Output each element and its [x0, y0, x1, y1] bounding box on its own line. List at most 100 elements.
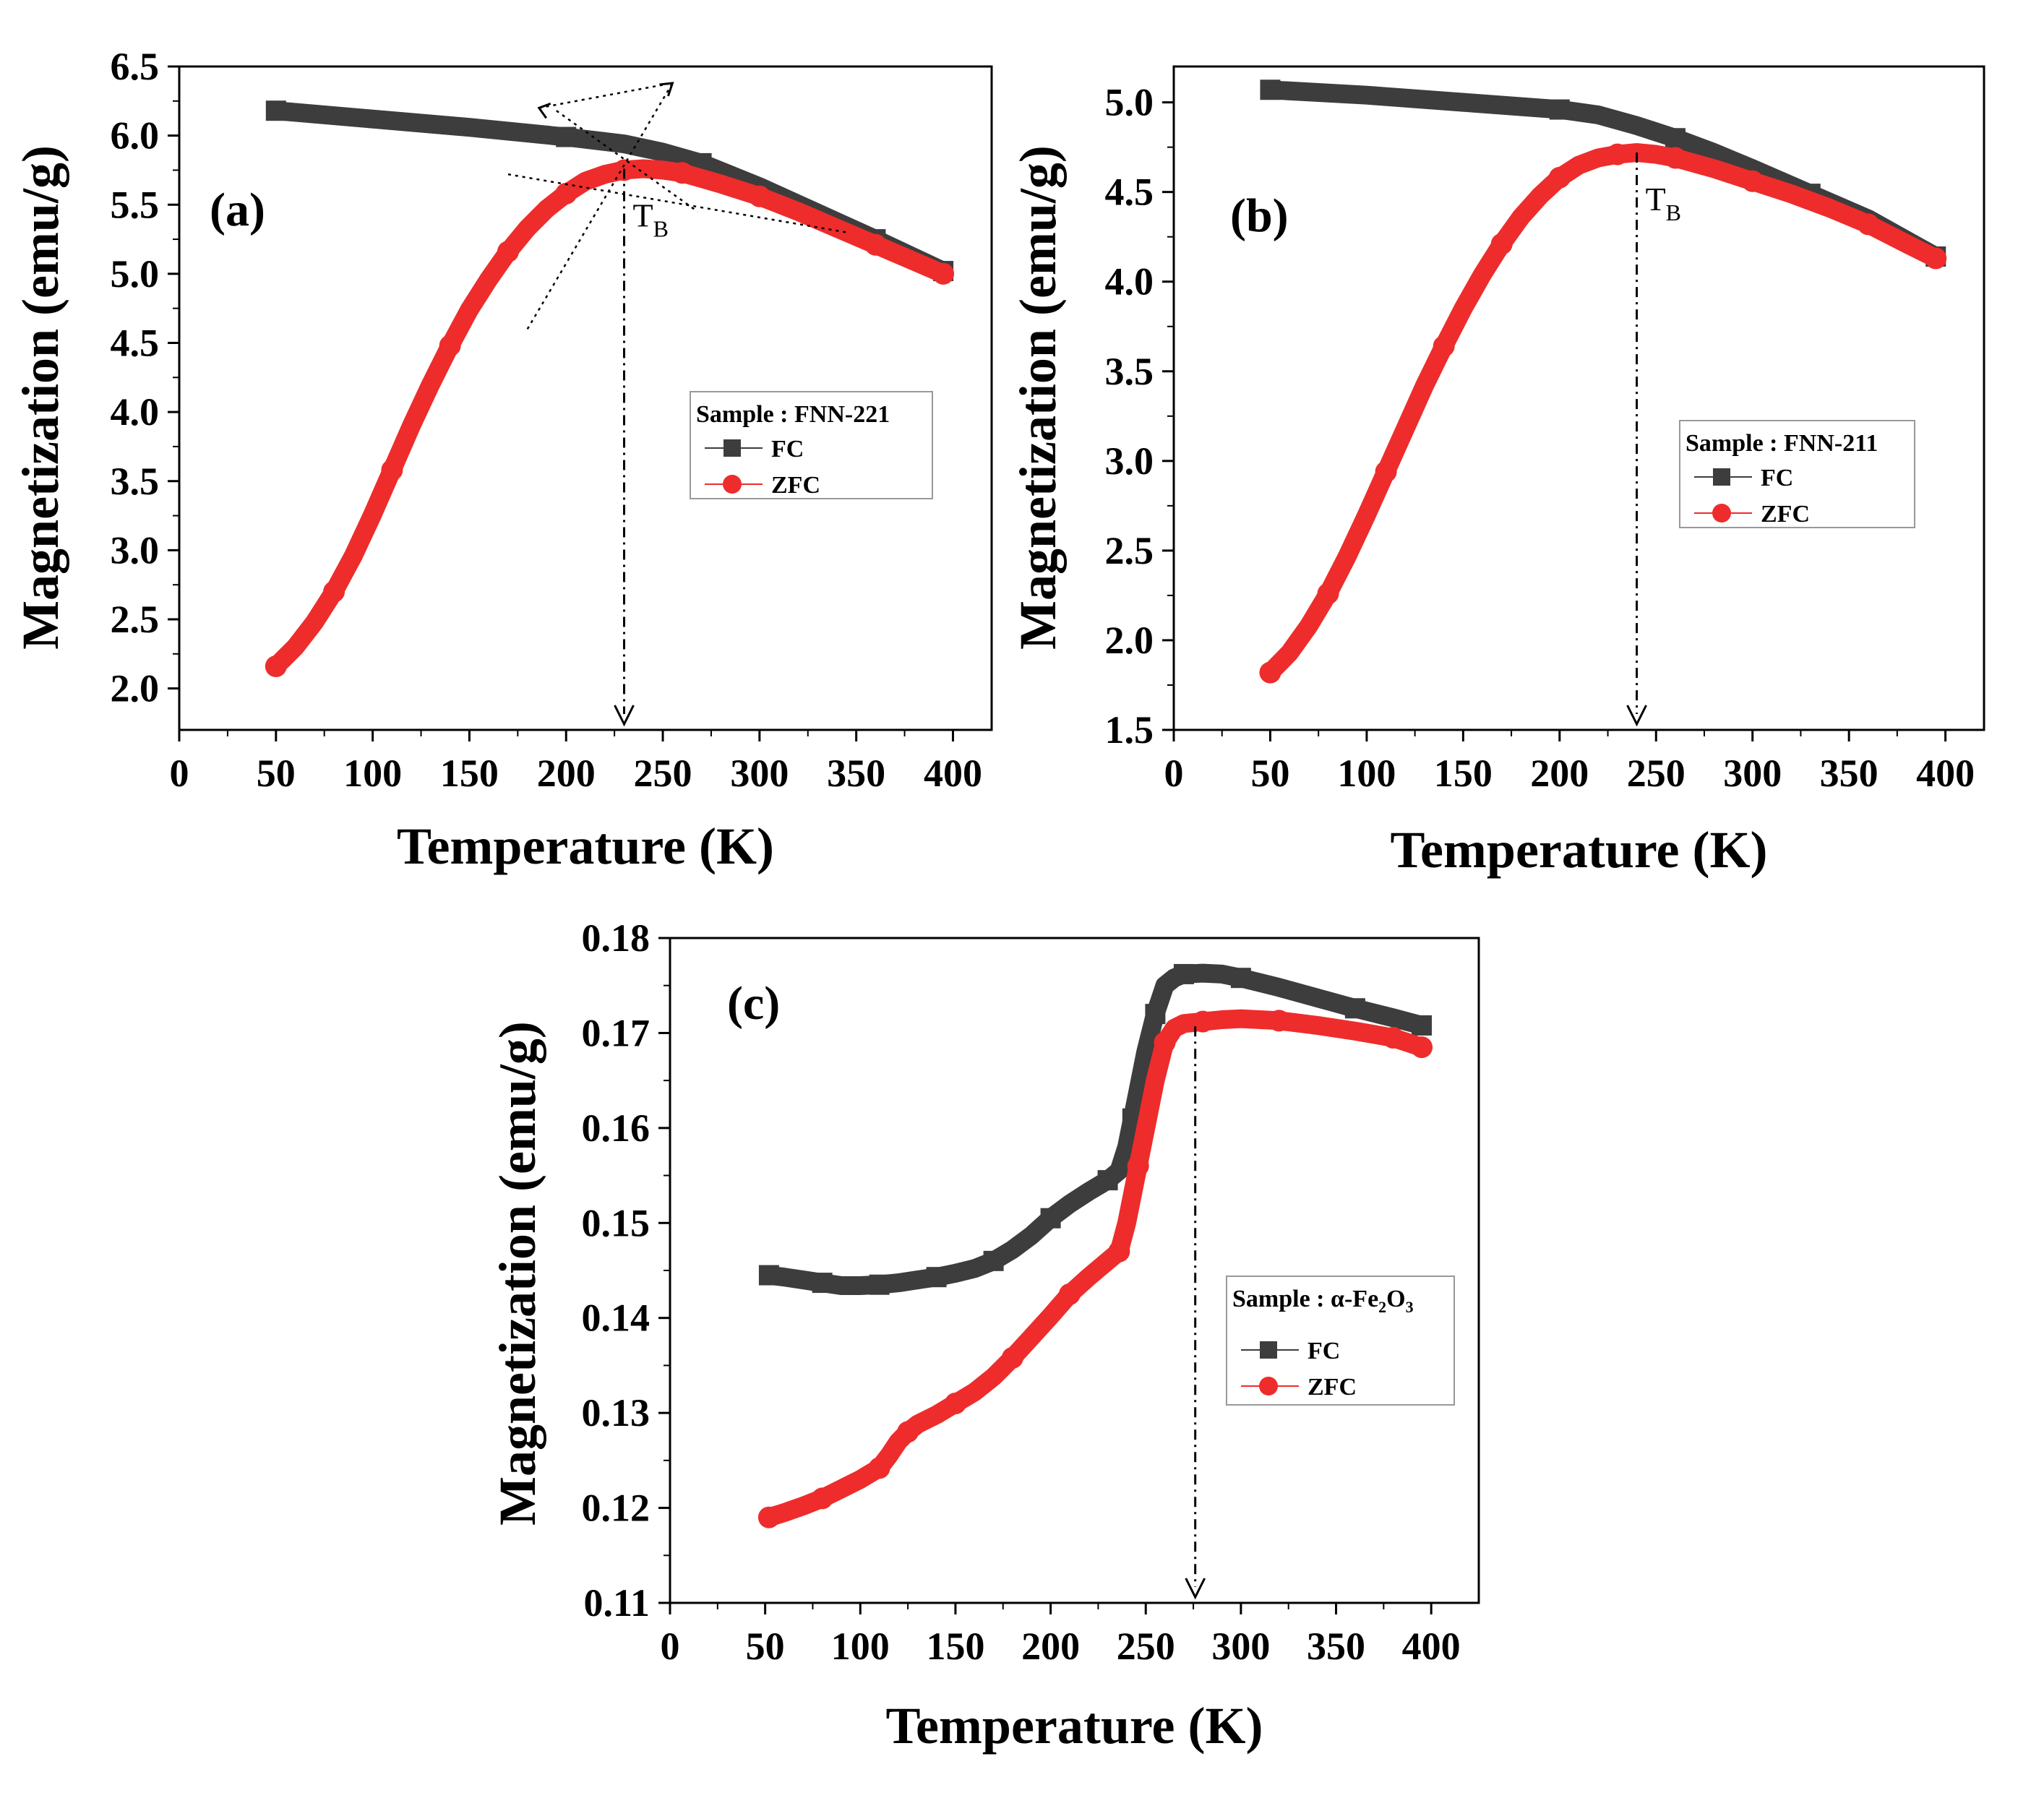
series-zfc-point [757, 1506, 780, 1528]
series-fc-point [556, 126, 577, 147]
y-tick-label: 2.0 [1105, 619, 1154, 662]
y-tick-label: 4.5 [1105, 171, 1154, 214]
x-tick-label: 400 [924, 752, 982, 795]
x-tick-label: 300 [1211, 1625, 1270, 1668]
series-zfc-point [944, 1393, 966, 1414]
tb-arrow-head [1626, 705, 1647, 727]
legend-zfc-marker [723, 475, 742, 494]
tb-arrow-head [614, 705, 635, 727]
tangent-arrow-head [537, 102, 551, 119]
y-axis-title: Magnetization (emu/g) [12, 145, 69, 650]
series-fc-point [1230, 968, 1251, 989]
series-zfc-point [868, 1457, 890, 1479]
series-zfc-point [1058, 1283, 1081, 1305]
x-tick-label: 200 [537, 752, 596, 795]
y-tick-label: 0.14 [582, 1296, 650, 1340]
y-tick-label: 5.5 [111, 183, 160, 226]
y-tick-label: 2.0 [111, 667, 160, 710]
y-tick-label: 3.0 [1105, 439, 1154, 483]
tangent-line [538, 82, 673, 109]
series-zfc-point [497, 241, 519, 263]
x-tick-label: 50 [257, 752, 296, 795]
legend-zfc-label: ZFC [1307, 1374, 1357, 1401]
series-zfc-point [439, 335, 461, 357]
x-axis-title: Temperature (K) [397, 817, 774, 875]
series-zfc-point [1317, 582, 1339, 605]
series-zfc-point [864, 233, 887, 256]
series-fc-point [1665, 128, 1686, 149]
legend-zfc-marker [1712, 504, 1731, 522]
series-zfc-point [265, 655, 287, 678]
series-fc-point [812, 1273, 833, 1294]
x-tick-label: 200 [1021, 1625, 1080, 1668]
x-tick-label: 100 [343, 752, 402, 795]
series-fc-point [1549, 99, 1570, 120]
series-fc-point [1145, 1004, 1166, 1025]
y-tick-label: 2.5 [111, 598, 160, 641]
x-tick-label: 0 [1164, 752, 1184, 795]
y-tick-label: 6.5 [111, 45, 160, 88]
series-fc-point [1040, 1208, 1061, 1229]
legend-title: Sample : FNN-211 [1686, 430, 1878, 457]
x-tick-label: 50 [746, 1625, 785, 1668]
series-zfc-point [897, 1421, 919, 1443]
series-zfc-point [323, 580, 345, 603]
series-zfc-point [811, 1487, 833, 1510]
x-tick-label: 150 [440, 752, 499, 795]
y-tick-label: 0.15 [582, 1201, 650, 1244]
series-zfc-point [1411, 1036, 1433, 1059]
y-tick-label: 5.0 [1105, 81, 1154, 124]
series-fc-point [265, 100, 286, 121]
series-fc-point [1260, 79, 1281, 100]
series-zfc-point [1108, 1240, 1130, 1263]
tangent-arrow-head [659, 82, 674, 97]
series-zfc-point [1664, 147, 1686, 169]
x-tick-label: 300 [730, 752, 789, 795]
panel-label: (a) [210, 184, 265, 236]
x-tick-label: 350 [827, 752, 885, 795]
x-tick-label: 400 [1402, 1625, 1461, 1668]
y-tick-label: 2.5 [1105, 529, 1154, 572]
series-zfc-point [671, 162, 693, 184]
legend-zfc-marker [1259, 1377, 1278, 1395]
x-tick-label: 0 [170, 752, 189, 795]
x-tick-label: 350 [1307, 1625, 1365, 1668]
legend-zfc-label: ZFC [771, 472, 820, 499]
series-zfc-point [1382, 1027, 1404, 1049]
legend-fc-label: FC [1761, 465, 1793, 491]
y-axis-title: Magnetization (emu/g) [489, 1021, 546, 1526]
tb-label: TB [633, 197, 669, 242]
series-zfc-point [1154, 1031, 1176, 1054]
y-tick-label: 4.5 [111, 322, 160, 365]
x-tick-label: 200 [1530, 752, 1589, 795]
x-tick-label: 150 [926, 1625, 984, 1668]
series-zfc-point [1433, 335, 1455, 358]
x-tick-label: 350 [1820, 752, 1878, 795]
x-tick-label: 100 [1337, 752, 1396, 795]
tangent-line [556, 110, 698, 212]
tb-label: TB [1646, 181, 1681, 225]
series-zfc-point [1192, 1010, 1214, 1033]
series-zfc-point [1490, 233, 1513, 255]
series-fc-point [758, 1265, 779, 1286]
y-tick-label: 4.0 [111, 390, 160, 434]
series-fc-point [869, 1274, 890, 1295]
y-tick-label: 3.5 [1105, 350, 1154, 393]
series-zfc-point [1606, 143, 1628, 165]
legend-fc-label: FC [1307, 1338, 1340, 1364]
legend-fc-marker [1260, 1341, 1277, 1359]
series-zfc-point [1857, 213, 1879, 236]
legend-fc-marker [1713, 468, 1730, 486]
y-tick-label: 6.0 [111, 114, 160, 158]
x-tick-label: 0 [661, 1625, 680, 1668]
x-axis-title: Temperature (K) [1391, 821, 1768, 879]
y-tick-label: 3.5 [111, 460, 160, 503]
legend-fc-marker [723, 439, 741, 457]
chart-panel-b: 0 50 100 150 200 250 300 350 400 1.5 2.0 2.5 3.0 3.5 4… [1009, 65, 1985, 879]
x-tick-label: 300 [1723, 752, 1782, 795]
panel-label: (c) [727, 977, 780, 1030]
x-tick-label: 250 [1117, 1625, 1175, 1668]
x-tick-label: 250 [1627, 752, 1686, 795]
y-tick-label: 0.18 [582, 916, 650, 960]
